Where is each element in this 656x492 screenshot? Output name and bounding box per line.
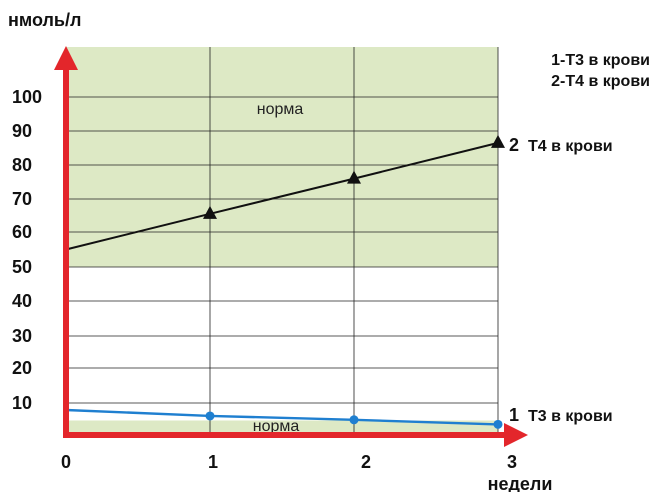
point-t4-1 xyxy=(203,205,217,219)
series-line-t3 xyxy=(65,408,499,426)
point-t4-2 xyxy=(347,170,361,184)
legend-item-t4: 2-T4 в крови xyxy=(551,73,650,90)
norm-label-t3: норма xyxy=(253,418,300,435)
x-tick-label-3: 3 xyxy=(507,452,517,472)
y-tick-label-30: 30 xyxy=(12,326,32,346)
y-tick-label-50: 50 xyxy=(12,257,32,277)
y-axis-arrow xyxy=(54,46,78,70)
y-tick-label-40: 40 xyxy=(12,291,32,311)
y-tick-label-60: 60 xyxy=(12,222,32,242)
plot-area: норма норма xyxy=(65,47,505,438)
series-line-t4 xyxy=(65,141,499,251)
grid xyxy=(66,47,499,438)
legend-item-t3: 1-T3 в крови xyxy=(551,52,650,69)
x-tick-label-0: 0 xyxy=(61,452,71,472)
y-axis-title: нмоль/л xyxy=(8,10,81,30)
series-name-t4: T4 в крови xyxy=(528,138,613,155)
series-layer xyxy=(65,134,505,429)
x-axis-arrow xyxy=(504,423,528,447)
y-tick-label-80: 80 xyxy=(12,155,32,175)
point-t3-3 xyxy=(493,419,503,429)
legend: 1-T3 в крови 2-T4 в крови xyxy=(551,52,650,90)
point-t4-3 xyxy=(491,134,505,148)
series-number-t4: 2 xyxy=(509,135,519,155)
x-tick-label-2: 2 xyxy=(361,452,371,472)
y-tick-label-20: 20 xyxy=(12,358,32,378)
series-label-t3: 1 T3 в крови xyxy=(509,405,613,425)
series-name-t3: T3 в крови xyxy=(528,408,613,425)
point-t3-2 xyxy=(349,415,359,425)
y-tick-label-100: 100 xyxy=(12,87,42,107)
x-axis: 0 1 2 3 недели xyxy=(61,423,552,492)
norm-label-t4: норма xyxy=(257,101,304,118)
series-number-t3: 1 xyxy=(509,405,519,425)
y-axis: 100 90 80 70 60 50 40 30 20 10 нмоль/л xyxy=(8,10,81,438)
y-tick-label-10: 10 xyxy=(12,393,32,413)
norm-band-t4 xyxy=(66,47,498,267)
x-tick-labels: 0 1 2 3 xyxy=(61,452,517,472)
x-axis-title: недели xyxy=(488,474,553,492)
y-tick-label-70: 70 xyxy=(12,189,32,209)
point-t3-1 xyxy=(205,411,215,421)
y-tick-labels: 100 90 80 70 60 50 40 30 20 10 xyxy=(12,87,42,413)
y-tick-label-90: 90 xyxy=(12,121,32,141)
x-tick-label-1: 1 xyxy=(208,452,218,472)
series-label-t4: 2 T4 в крови xyxy=(509,135,613,155)
